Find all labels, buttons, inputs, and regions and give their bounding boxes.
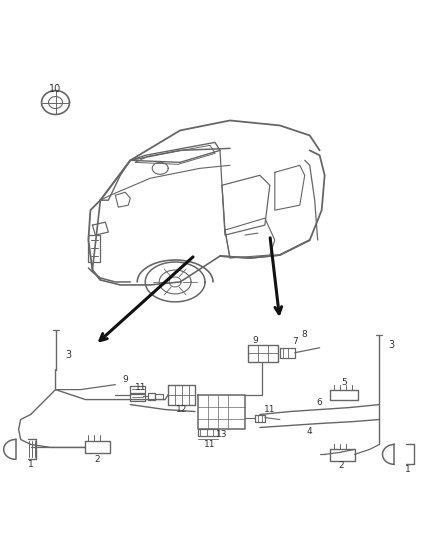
Text: 2: 2 bbox=[95, 455, 100, 464]
Text: 9: 9 bbox=[123, 375, 128, 384]
Text: 11: 11 bbox=[204, 440, 216, 449]
Text: 5: 5 bbox=[342, 378, 347, 387]
Text: 1: 1 bbox=[28, 460, 33, 469]
Text: 3: 3 bbox=[65, 350, 71, 360]
Text: 2: 2 bbox=[339, 461, 344, 470]
Text: 10: 10 bbox=[49, 84, 62, 94]
Text: 8: 8 bbox=[302, 330, 307, 340]
Text: 3: 3 bbox=[389, 340, 395, 350]
Text: 4: 4 bbox=[307, 427, 313, 436]
Text: 13: 13 bbox=[216, 430, 228, 439]
Text: 11: 11 bbox=[264, 405, 276, 414]
Text: 9: 9 bbox=[252, 336, 258, 345]
Text: 12: 12 bbox=[177, 405, 188, 414]
Text: 11: 11 bbox=[134, 383, 146, 392]
Text: 1: 1 bbox=[405, 465, 410, 474]
Text: 6: 6 bbox=[317, 398, 322, 407]
Text: 7: 7 bbox=[292, 337, 298, 346]
